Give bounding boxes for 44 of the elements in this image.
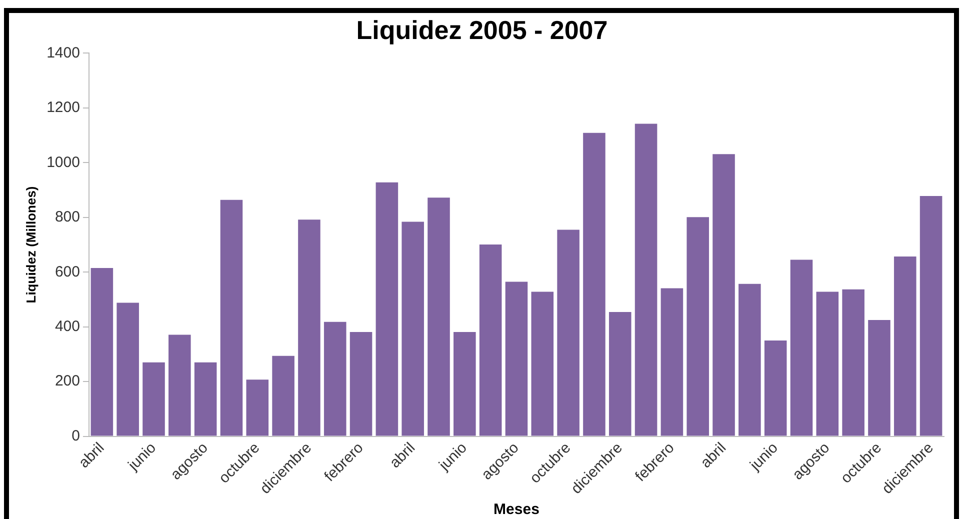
chart-title: Liquidez 2005 - 2007 [356, 14, 608, 45]
bar [90, 268, 114, 436]
bar [142, 362, 165, 436]
bar [324, 322, 346, 436]
y-tick-label: 0 [72, 427, 80, 444]
bar [428, 198, 450, 436]
x-axis-title: Meses [494, 501, 540, 518]
bar [712, 154, 735, 436]
bar [816, 292, 839, 436]
bar [220, 200, 243, 436]
bar [505, 282, 528, 436]
bar [116, 302, 139, 436]
bar [479, 244, 502, 436]
bar [531, 292, 554, 436]
bar [686, 217, 709, 436]
bar [764, 340, 787, 436]
y-tick-label: 1400 [46, 44, 80, 62]
bar [376, 182, 398, 436]
bar [634, 124, 658, 436]
bar [920, 196, 942, 436]
y-tick-label: 800 [54, 208, 80, 226]
bar [298, 220, 320, 436]
bar [868, 320, 890, 436]
bar [738, 284, 761, 436]
y-tick-label: 1000 [46, 154, 80, 171]
y-tick-label: 200 [54, 372, 80, 390]
y-tick-label: 600 [54, 263, 80, 280]
bar [790, 260, 813, 436]
bar [583, 132, 606, 436]
y-axis-title: Liquidez (Millones) [23, 186, 38, 304]
bar [194, 362, 217, 436]
bar [894, 256, 916, 436]
bar [660, 288, 684, 436]
bar [246, 380, 269, 436]
y-tick-label: 1200 [46, 99, 80, 116]
bar [272, 356, 294, 436]
bar [842, 289, 864, 436]
bar [402, 222, 424, 436]
bar [350, 332, 372, 436]
y-tick-label: 400 [54, 318, 80, 335]
bar [557, 230, 580, 436]
bar [608, 312, 632, 436]
bar [168, 334, 191, 436]
bar [454, 332, 476, 436]
